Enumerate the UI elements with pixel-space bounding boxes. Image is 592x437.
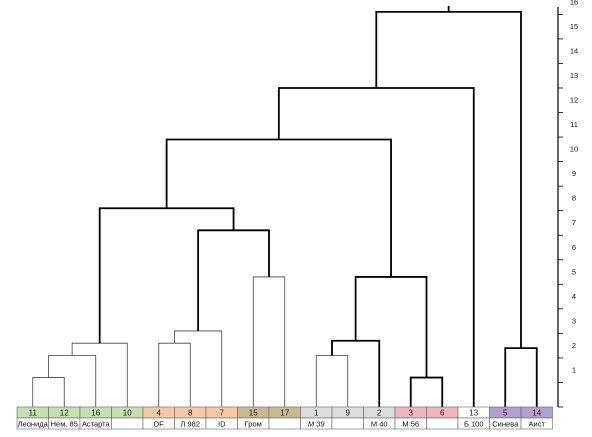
dendrogram-link bbox=[375, 11, 522, 349]
leaf-number: 16 bbox=[91, 409, 100, 418]
leaf-number: 4 bbox=[157, 409, 162, 418]
leaf-name-cell bbox=[331, 417, 364, 430]
y-tick-label: 3 bbox=[572, 316, 576, 325]
dendrogram-link bbox=[252, 276, 286, 407]
y-tick-label: 2 bbox=[572, 341, 576, 350]
y-tick-label: 9 bbox=[572, 169, 576, 178]
leaf-number: 12 bbox=[60, 409, 69, 418]
leaf-name: М 40 bbox=[371, 419, 388, 428]
leaf-number: 5 bbox=[503, 409, 508, 418]
leaf-name: Леонида bbox=[18, 419, 49, 428]
leaf-name: Синева bbox=[492, 419, 519, 428]
y-tick-label: 4 bbox=[572, 292, 576, 301]
y-tick-label: 10 bbox=[570, 145, 578, 154]
dendrogram-link bbox=[174, 330, 223, 407]
leaf-number: 15 bbox=[249, 409, 258, 418]
leaf-number: 9 bbox=[346, 409, 351, 418]
leaf-name: М 39 bbox=[308, 419, 326, 428]
dendrogram-link bbox=[158, 342, 191, 407]
y-tick-label: 16 bbox=[570, 0, 578, 6]
leaf-name: DF bbox=[154, 419, 164, 428]
y-tick-label: 6 bbox=[572, 243, 576, 252]
dendrogram-link bbox=[32, 377, 65, 407]
leaf-name: Б 100 bbox=[464, 419, 484, 428]
leaf-name-cell bbox=[520, 417, 553, 430]
leaf-number: 1 bbox=[314, 409, 319, 418]
leaf-name: М 56 bbox=[402, 419, 419, 428]
leaf-number: 8 bbox=[188, 409, 193, 418]
leaf-number: 10 bbox=[123, 409, 132, 418]
leaf-name-cell bbox=[111, 417, 144, 430]
y-tick-label: 12 bbox=[570, 96, 578, 105]
dendrogram-link bbox=[277, 87, 475, 407]
leaf-name: Аист bbox=[529, 419, 546, 428]
leaf-name: ID bbox=[218, 419, 226, 428]
leaf-number: 17 bbox=[280, 409, 289, 418]
dendrogram-link bbox=[354, 276, 428, 378]
y-tick-label: 1 bbox=[572, 365, 576, 374]
leaf-name: Гром bbox=[245, 419, 262, 428]
leaf-name: Л 982 bbox=[180, 419, 200, 428]
leaf-name: Астарта bbox=[82, 419, 111, 428]
dendrogram-link bbox=[98, 207, 235, 344]
dendrogram-link bbox=[315, 355, 349, 407]
y-tick-label: 15 bbox=[570, 22, 578, 31]
y-tick-label: 8 bbox=[572, 194, 576, 203]
y-tick-label: 11 bbox=[570, 120, 578, 129]
y-tick-label: 5 bbox=[572, 267, 576, 276]
leaf-number: 6 bbox=[440, 409, 445, 418]
dendrogram-link bbox=[331, 339, 381, 407]
dendrogram-link bbox=[504, 347, 538, 407]
leaf-number: 14 bbox=[532, 409, 541, 418]
leaf-number: 13 bbox=[469, 409, 478, 418]
leaf-number: 11 bbox=[29, 409, 38, 418]
dendrogram-link bbox=[197, 229, 270, 331]
dendrogram-link bbox=[48, 355, 97, 407]
y-tick-label: 14 bbox=[570, 46, 578, 55]
leaf-number: 3 bbox=[409, 409, 414, 418]
dendrogram-link bbox=[71, 342, 128, 407]
leaf-name-cell bbox=[426, 417, 459, 430]
leaf-number: 2 bbox=[377, 409, 382, 418]
y-tick-label: 7 bbox=[572, 218, 576, 227]
y-tick-label: 13 bbox=[570, 71, 578, 80]
leaf-number: 7 bbox=[220, 409, 225, 418]
dendrogram-link bbox=[409, 376, 444, 407]
leaf-name-cell bbox=[268, 417, 301, 430]
leaf-name: Нем. 85 bbox=[51, 419, 78, 428]
dendrogram-links bbox=[32, 5, 538, 407]
